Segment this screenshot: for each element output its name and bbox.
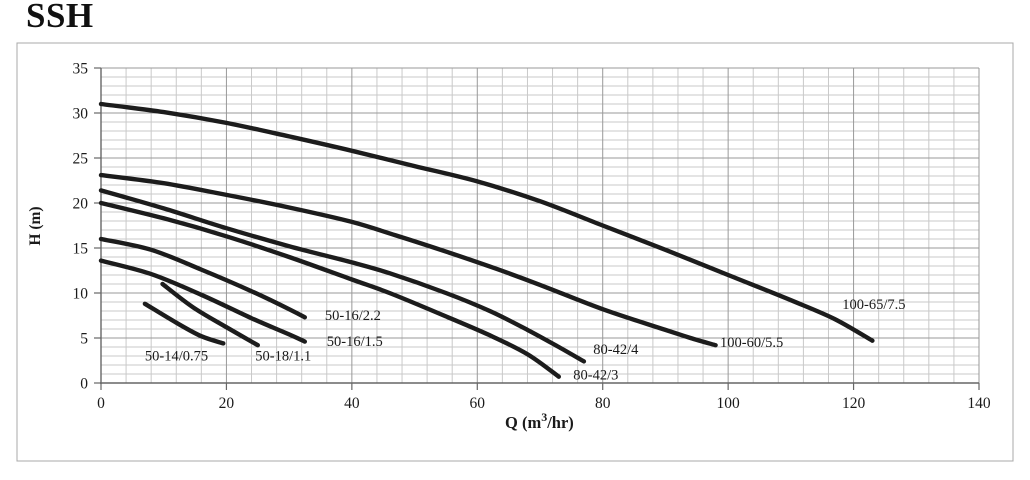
curve-label-50-16-2-2: 50-16/2.2: [325, 308, 381, 324]
curve-50-18-1-1: [160, 281, 260, 348]
x-tick-label: 80: [595, 395, 611, 412]
curve-label-50-18-1-1: 50-18/1.1: [255, 349, 311, 365]
curve-50-16-2-2: [98, 236, 307, 320]
x-tick-label: 140: [967, 395, 991, 412]
y-tick-label: 20: [73, 196, 89, 213]
curve-label-80-42-3: 80-42/3: [573, 367, 618, 383]
x-axis-title: Q (m3/hr): [505, 410, 574, 432]
y-tick-label: 5: [80, 331, 88, 348]
y-tick-label: 0: [80, 376, 88, 393]
curve-label-100-65-7-5: 100-65/7.5: [842, 297, 905, 313]
y-tick-label: 15: [73, 241, 89, 258]
page-title: SSH: [26, 0, 94, 35]
x-tick-label: 40: [344, 395, 360, 412]
curve-80-42-3: [98, 200, 561, 379]
x-tick-label: 60: [470, 395, 486, 412]
curve-label-50-16-1-5: 50-16/1.5: [327, 334, 383, 350]
curve-50-14-0-75: [142, 301, 226, 346]
x-tick-label: 120: [842, 395, 866, 412]
curve-100-60-5-5: [98, 172, 718, 348]
y-tick-label: 10: [73, 286, 89, 303]
x-tick-label: 0: [97, 395, 105, 412]
y-tick-label: 35: [73, 61, 89, 78]
curve-100-65-7-5: [98, 101, 875, 343]
x-tick-label: 100: [717, 395, 741, 412]
y-tick-label: 25: [73, 151, 89, 168]
curve-50-16-1-5: [98, 258, 307, 344]
y-axis-title: H (m): [27, 206, 44, 245]
curve-label-100-60-5-5: 100-60/5.5: [720, 335, 783, 351]
curve-label-80-42-4: 80-42/4: [593, 342, 639, 358]
curve-label-50-14-0-75: 50-14/0.75: [145, 349, 208, 365]
y-tick-label: 30: [73, 106, 89, 123]
curve-80-42-4: [98, 188, 587, 364]
chart-border: [16, 42, 1014, 462]
x-tick-label: 20: [219, 395, 235, 412]
